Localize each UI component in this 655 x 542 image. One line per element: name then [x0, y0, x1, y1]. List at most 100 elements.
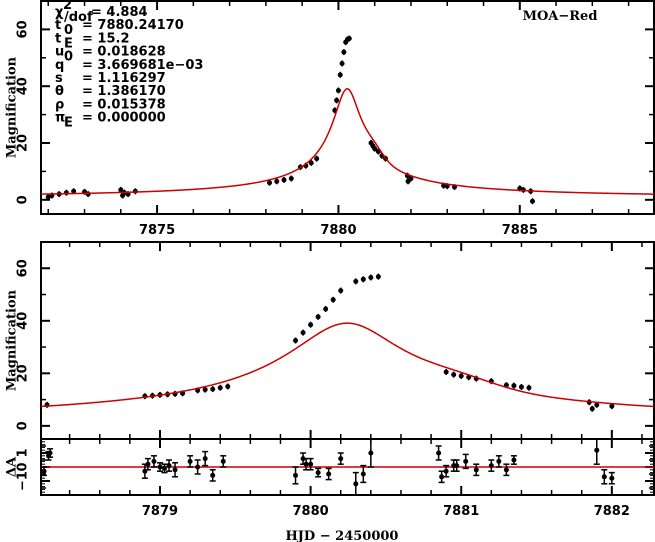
fit-parameter-row: q = 3.669681e−03: [55, 58, 203, 73]
parameter-subscript: E: [64, 116, 73, 131]
middle-panel: 0 20 40 60 Magnification: [5, 241, 655, 440]
y-tick-label: 60: [16, 259, 31, 277]
data-point: [335, 87, 341, 93]
parameter-symbol: t: [55, 31, 61, 46]
y-tick-label: 40: [16, 312, 31, 330]
fit-parameter-row: t E = 15.2: [55, 31, 130, 51]
y-axis-title: Magnification: [5, 289, 20, 391]
residual-point: [220, 458, 226, 464]
residual-point: [157, 464, 163, 470]
x-tick-label: 7879: [142, 504, 178, 519]
residual-point: [202, 456, 208, 462]
residual-point: [439, 474, 445, 480]
residual-point: [594, 447, 600, 453]
data-point: [589, 406, 595, 412]
data-point: [330, 297, 336, 303]
residual-point: [41, 468, 47, 474]
residual-point: [293, 472, 299, 478]
parameter-value: = 0.000000: [82, 111, 166, 126]
y-tick-label: 20: [16, 364, 31, 382]
residual-point: [368, 450, 374, 456]
plot-frame: [40, 0, 655, 215]
y-tick-label: −1: [16, 471, 31, 491]
fit-parameter-row: t 0 = 7880.24170: [55, 18, 184, 38]
y-axis-title: ΔA: [5, 456, 20, 477]
model-curve: [41, 322, 654, 408]
residual-point: [488, 463, 494, 469]
data-point: [360, 276, 366, 282]
data-point: [353, 278, 359, 284]
data-point: [443, 369, 449, 375]
data-point: [341, 49, 347, 55]
y-tick-label: 40: [16, 77, 31, 95]
data-point: [308, 322, 314, 328]
fit-parameter-row: πE = 0.000000: [55, 111, 166, 131]
residual-point: [47, 450, 53, 456]
residual-point: [503, 467, 509, 473]
parameter-value: = 15.2: [82, 31, 130, 46]
residual-point: [436, 450, 442, 456]
data-point: [315, 314, 321, 320]
parameter-symbol: θ: [55, 84, 64, 99]
y-tick-label: 60: [16, 20, 31, 38]
data-point: [529, 198, 535, 204]
x-axis-title: HJD − 2450000: [286, 529, 399, 542]
data-point: [323, 306, 329, 312]
parameter-value: = 4.884: [91, 5, 148, 20]
residual-point: [326, 471, 332, 477]
residual-point: [338, 456, 344, 462]
residual-point: [353, 481, 359, 487]
y-tick-label: 0: [16, 421, 31, 430]
data-point: [511, 383, 517, 389]
parameter-subscript: 0: [64, 50, 73, 65]
parameter-value: = 1.116297: [82, 71, 166, 86]
data-point: [458, 373, 464, 379]
fit-parameter-row: θ = 1.386170: [55, 84, 166, 99]
data-point: [338, 288, 344, 294]
data-point: [267, 180, 273, 186]
data-point: [339, 60, 345, 66]
parameter-symbol: q: [55, 58, 64, 73]
data-point: [274, 178, 280, 184]
residual-point: [145, 461, 151, 467]
parameter-value: = 0.018628: [82, 45, 166, 60]
parameter-superscript: 2: [63, 0, 72, 13]
y-axis-title: Magnification: [5, 56, 20, 158]
residual-point: [609, 475, 615, 481]
y-tick-label: 1: [16, 448, 31, 457]
data-point: [288, 176, 294, 181]
data-point: [594, 402, 600, 408]
fit-parameter-row: s = 1.116297: [55, 71, 166, 86]
data-point: [408, 176, 414, 181]
data-point: [346, 35, 352, 41]
parameter-symbol: u: [55, 45, 64, 60]
fit-parameter-row: ρ = 0.015378: [55, 97, 166, 112]
plot-frame: [40, 241, 655, 440]
parameter-symbol: χ: [55, 5, 64, 20]
fit-parameter-row: u 0 = 0.018628: [55, 45, 166, 65]
residual-point: [308, 461, 314, 467]
data-point: [293, 338, 299, 343]
residual-point: [454, 463, 460, 469]
parameter-symbol: s: [55, 71, 63, 86]
x-tick-label: 7881: [443, 504, 479, 519]
residual-panel: 7879 7880 7881 7882 −10 1ΔA: [5, 438, 655, 519]
parameter-subscript: /dof: [64, 10, 93, 25]
data-point: [372, 146, 378, 152]
data-point: [375, 274, 381, 280]
parameter-symbol: π: [55, 111, 65, 126]
data-point: [217, 385, 223, 391]
data-point: [300, 330, 306, 336]
residual-point: [210, 472, 216, 478]
y-tick-label: 20: [16, 134, 31, 152]
fit-parameter-row: χ 2/dof= 4.884: [55, 0, 148, 25]
data-point: [337, 72, 343, 78]
data-point: [202, 387, 208, 393]
y-tick-label: 0: [16, 195, 31, 204]
parameter-subscript: E: [64, 36, 73, 51]
data-point: [609, 403, 615, 409]
residual-point: [315, 470, 321, 476]
